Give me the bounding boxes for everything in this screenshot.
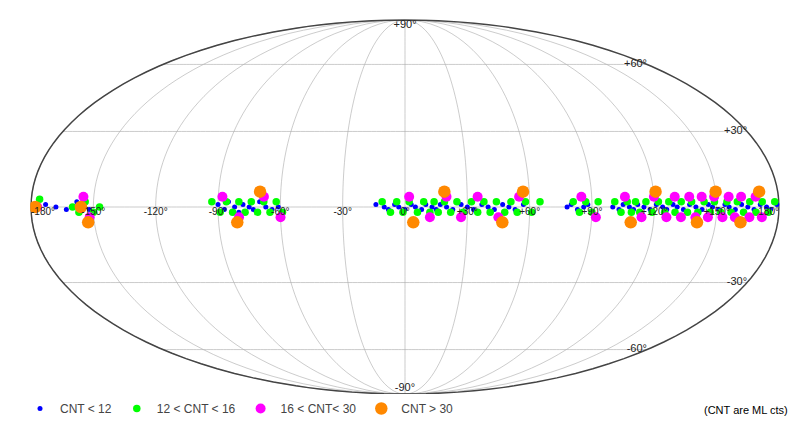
svg-text:16 < CNT< 30: 16 < CNT< 30 — [281, 402, 357, 416]
svg-text:(CNT are ML cts): (CNT are ML cts) — [704, 404, 788, 416]
svg-text:+120°: +120° — [641, 206, 668, 217]
svg-text:-30°: -30° — [333, 206, 351, 217]
svg-text:-30°: -30° — [727, 275, 747, 287]
svg-text:-180°: -180° — [31, 206, 55, 217]
svg-text:+60°: +60° — [624, 57, 647, 69]
svg-text:-120°: -120° — [144, 206, 168, 217]
svg-text:0°: 0° — [400, 206, 410, 217]
svg-text:+30°: +30° — [457, 206, 478, 217]
svg-text:CNT > 30: CNT > 30 — [401, 402, 453, 416]
svg-text:+60°: +60° — [519, 206, 540, 217]
svg-text:+90°: +90° — [582, 206, 603, 217]
svg-text:CNT < 12: CNT < 12 — [60, 402, 112, 416]
svg-text:+90°: +90° — [393, 19, 416, 30]
svg-text:-60°: -60° — [271, 206, 289, 217]
svg-text:180°: 180° — [758, 206, 779, 217]
svg-text:-60°: -60° — [627, 342, 647, 354]
svg-text:+150°: +150° — [703, 206, 730, 217]
svg-text:12 < CNT < 16: 12 < CNT < 16 — [157, 402, 236, 416]
svg-text:-150°: -150° — [81, 206, 105, 217]
svg-text:-90°: -90° — [209, 206, 227, 217]
svg-text:-90°: -90° — [395, 381, 415, 393]
svg-text:+30°: +30° — [724, 124, 747, 136]
